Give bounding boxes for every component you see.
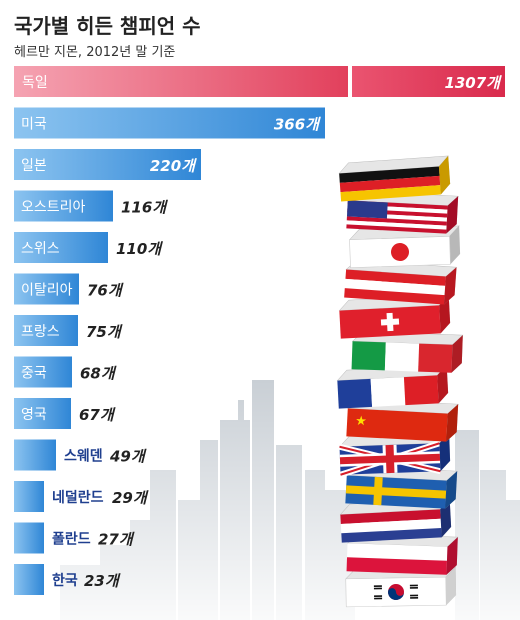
bar-germany-break <box>352 66 505 97</box>
bar-value-label: 68개 <box>80 365 117 383</box>
bar-category-label: 이탈리아 <box>21 283 73 299</box>
bar-value-label: 116개 <box>121 199 168 217</box>
bar <box>14 107 325 139</box>
bar-category-label: 영국 <box>21 407 47 423</box>
bar-value-label: 75개 <box>86 323 123 341</box>
bar-category-label: 스웨덴 <box>64 449 103 465</box>
bar-value-label: 23개 <box>84 572 121 590</box>
bar <box>14 149 201 180</box>
france-flag-icon <box>336 364 449 409</box>
bar <box>14 190 113 222</box>
bar-category-label: 일본 <box>21 158 47 174</box>
bar <box>14 522 44 554</box>
germany-flag-icon <box>338 155 451 202</box>
bar-value-label: 366개 <box>274 116 321 134</box>
china-flag-icon: ★ <box>346 398 459 442</box>
bar-value-label: 220개 <box>150 157 197 175</box>
bar-value-label: 67개 <box>79 406 116 424</box>
bar <box>14 232 108 263</box>
bar-category-label: 폴란드 <box>52 531 91 548</box>
bar-category-label: 한국 <box>52 573 78 589</box>
bar-value-label: 110개 <box>116 240 163 258</box>
bar-value-label: 27개 <box>98 531 135 549</box>
bar-value-label: 1307개 <box>444 74 502 92</box>
bar-category-label: 미국 <box>21 117 47 133</box>
bar <box>14 356 72 388</box>
bar-category-label: 중국 <box>21 366 47 382</box>
bar-category-label: 독일 <box>22 75 48 91</box>
bar <box>14 564 44 595</box>
svg-text:★: ★ <box>355 414 367 430</box>
netherlands-flag-icon <box>339 498 452 543</box>
italy-flag-icon <box>351 331 464 373</box>
bar-value-label: 29개 <box>112 489 149 507</box>
bar-category-label: 네덜란드 <box>52 489 104 506</box>
bar <box>14 481 44 512</box>
flag-stack-icon: ★ <box>336 155 464 608</box>
bar-germany <box>14 66 348 97</box>
bar <box>14 315 78 346</box>
bar-value-label: 76개 <box>87 282 124 300</box>
bar-category-label: 오스트리아 <box>21 200 86 216</box>
bar-category-label: 프랑스 <box>21 324 60 340</box>
bar-category-label: 스위스 <box>21 241 60 257</box>
bar <box>14 273 79 305</box>
chart-title: 국가별 히든 챔피언 수 <box>14 14 201 38</box>
bar <box>14 398 71 429</box>
bar-value-label: 49개 <box>109 448 147 466</box>
bar <box>14 439 56 471</box>
sweden-flag-icon <box>345 465 458 509</box>
chart-subtitle: 헤르만 지몬, 2012년 말 기준 <box>14 45 175 60</box>
